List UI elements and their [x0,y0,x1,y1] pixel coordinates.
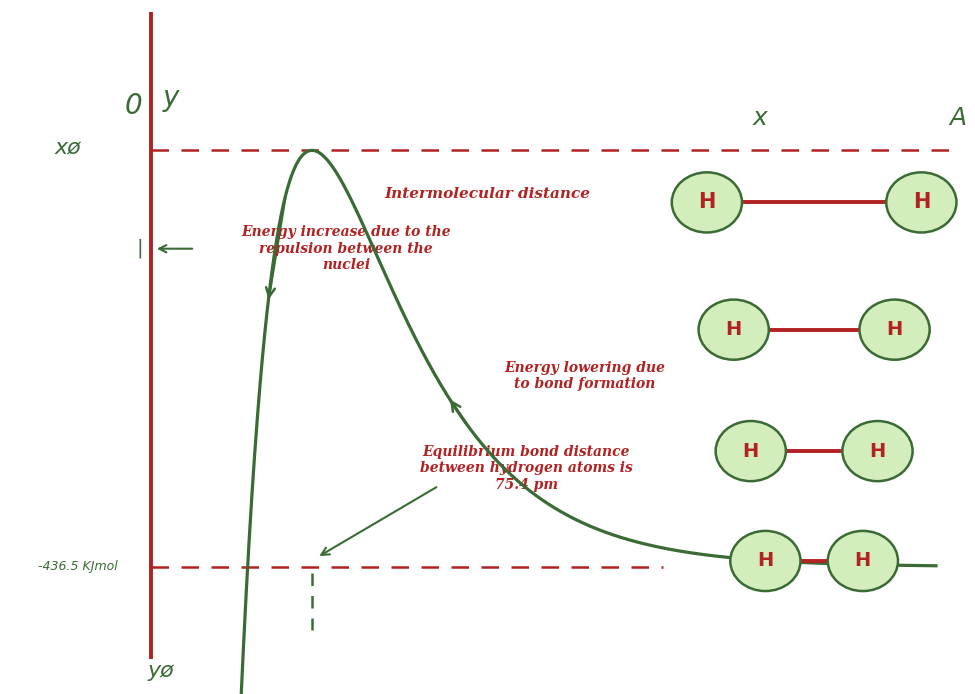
Text: H: H [913,192,930,212]
Text: xø: xø [55,138,82,158]
Text: -436.5 KJmol: -436.5 KJmol [38,560,118,573]
Text: Energy lowering due
to bond formation: Energy lowering due to bond formation [504,361,666,391]
Text: |: | [136,239,142,258]
Text: H: H [725,320,742,339]
Text: H: H [758,552,773,570]
Text: H: H [743,441,759,461]
Text: H: H [855,552,871,570]
Ellipse shape [828,531,898,591]
Text: H: H [698,192,716,212]
Text: H: H [886,320,903,339]
Text: Equilibrium bond distance
between hydrogen atoms is
75.4 pm: Equilibrium bond distance between hydrog… [420,446,633,491]
Ellipse shape [859,300,929,359]
Text: x: x [753,106,768,130]
Text: H: H [870,441,885,461]
Ellipse shape [716,421,786,481]
Text: y: y [163,84,178,112]
Text: A: A [949,106,966,130]
Ellipse shape [672,172,742,232]
Ellipse shape [842,421,913,481]
Text: Energy increase due to the
repulsion between the
nuclei: Energy increase due to the repulsion bet… [242,226,450,272]
Text: yø: yø [147,661,175,681]
Ellipse shape [886,172,956,232]
Text: Intermolecular distance: Intermolecular distance [384,187,591,201]
Text: 0: 0 [125,92,142,121]
Ellipse shape [730,531,800,591]
Ellipse shape [698,300,768,359]
